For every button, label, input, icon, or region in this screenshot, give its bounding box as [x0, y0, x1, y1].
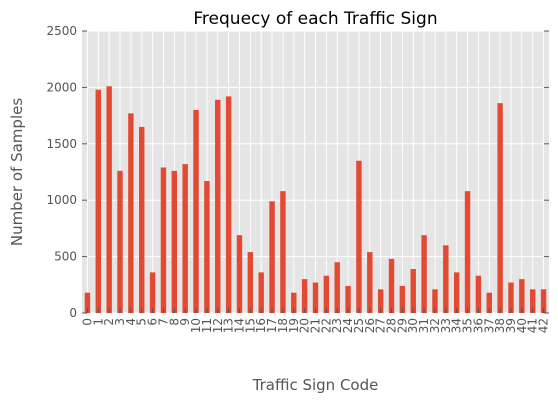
bar-18: [280, 191, 286, 313]
bar-21: [312, 282, 319, 313]
bar-24: [345, 285, 351, 313]
x-tick-label: 20: [298, 318, 312, 333]
bar-42: [540, 289, 547, 313]
bar-15: [247, 252, 254, 313]
y-axis-label: Number of Samples: [8, 98, 26, 246]
bar-1: [95, 89, 102, 313]
x-axis-ticks: 0123456789101112131415161718192021222324…: [80, 308, 551, 333]
y-tick-label: 2500: [46, 24, 77, 38]
bar-38: [497, 103, 503, 313]
x-tick-label: 8: [167, 318, 181, 326]
bar-12: [215, 99, 221, 313]
x-tick-label: 11: [200, 318, 214, 333]
x-tick-label: 2: [102, 318, 116, 326]
bar-22: [323, 275, 330, 313]
bar-4: [128, 113, 134, 314]
x-tick-label: 31: [417, 318, 431, 333]
y-axis-ticks: 0 500 1000 1500 2000 2500: [46, 24, 549, 320]
bar-27: [377, 289, 384, 313]
bar-8: [171, 170, 178, 313]
bar-6: [149, 272, 156, 313]
y-tick-label: 2000: [46, 80, 77, 94]
y-tick-label: 0: [69, 306, 77, 320]
bar-5: [139, 126, 145, 313]
x-tick-label: 10: [189, 318, 203, 333]
x-tick-label: 18: [276, 318, 290, 333]
bar-25: [356, 160, 362, 313]
x-tick-label: 14: [232, 318, 246, 333]
x-tick-label: 9: [178, 318, 192, 326]
x-tick-label: 41: [526, 318, 540, 333]
bar-40: [519, 279, 525, 313]
bar-7: [160, 167, 167, 313]
bar-10: [193, 109, 199, 314]
bar-11: [204, 181, 210, 313]
bar-39: [508, 282, 514, 313]
x-tick-label: 42: [537, 318, 551, 333]
x-tick-label: 5: [135, 318, 149, 326]
bar-31: [421, 235, 427, 313]
x-tick-label: 35: [461, 318, 475, 333]
bar-2: [106, 86, 112, 313]
bar-29: [399, 285, 406, 313]
x-tick-label: 33: [439, 318, 453, 333]
bar-20: [301, 279, 308, 313]
bars: [84, 86, 547, 314]
x-tick-label: 32: [428, 318, 442, 333]
x-tick-label: 19: [287, 318, 301, 333]
bar-33: [443, 245, 449, 313]
bar-14: [236, 235, 243, 313]
x-tick-label: 26: [363, 318, 377, 333]
bar-13: [225, 96, 232, 313]
x-tick-label: 25: [352, 318, 366, 333]
x-tick-label: 12: [211, 318, 225, 333]
x-tick-label: 4: [124, 318, 138, 326]
bar-30: [410, 269, 416, 313]
bar-9: [182, 164, 188, 313]
bar-17: [269, 201, 275, 313]
x-tick-label: 21: [309, 318, 323, 333]
x-tick-label: 29: [395, 318, 409, 333]
chart-title: Frequecy of each Traffic Sign: [193, 9, 437, 29]
x-tick-label: 17: [265, 318, 279, 333]
bar-26: [367, 252, 373, 313]
bar-37: [486, 292, 492, 313]
x-tick-label: 16: [254, 318, 268, 333]
x-tick-label: 38: [493, 318, 507, 333]
x-tick-label: 36: [471, 318, 485, 333]
y-tick-label: 500: [54, 250, 77, 264]
bar-32: [432, 289, 438, 313]
bar-36: [475, 275, 482, 313]
x-tick-label: 40: [515, 318, 529, 333]
bar-3: [117, 170, 123, 313]
x-tick-label: 23: [330, 318, 344, 333]
x-tick-label: 28: [385, 318, 399, 333]
x-tick-label: 15: [243, 318, 257, 333]
y-tick-label: 1000: [46, 193, 77, 207]
bar-34: [453, 272, 460, 313]
bar-41: [529, 289, 536, 313]
y-tick-label: 1500: [46, 137, 77, 151]
bar-0: [84, 292, 91, 313]
x-tick-label: 34: [450, 318, 464, 333]
x-tick-label: 30: [406, 318, 420, 333]
x-tick-label: 27: [374, 318, 388, 333]
x-tick-label: 37: [482, 318, 496, 333]
bar-16: [258, 272, 264, 313]
bar-28: [388, 258, 395, 313]
x-tick-label: 13: [222, 318, 236, 333]
bar-19: [291, 292, 297, 313]
x-tick-label: 24: [341, 318, 355, 333]
x-tick-label: 0: [80, 318, 94, 326]
x-tick-label: 39: [504, 318, 518, 333]
x-tick-label: 6: [146, 318, 160, 326]
bar-23: [334, 262, 340, 313]
x-tick-label: 1: [91, 318, 105, 326]
x-axis-label: Traffic Sign Code: [252, 376, 379, 394]
bar-35: [464, 191, 471, 313]
x-tick-label: 3: [113, 318, 127, 326]
x-tick-label: 22: [319, 318, 333, 333]
x-tick-label: 7: [156, 318, 170, 326]
